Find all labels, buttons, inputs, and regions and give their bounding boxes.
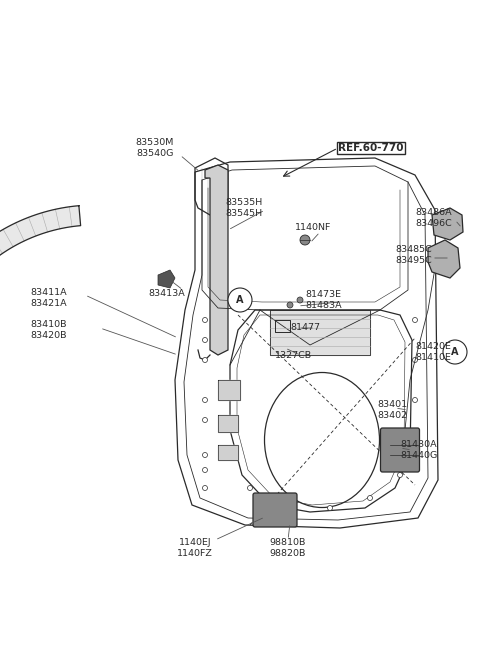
Polygon shape	[270, 310, 370, 355]
Circle shape	[288, 499, 292, 505]
Text: 1140EJ
1140FZ: 1140EJ 1140FZ	[177, 538, 213, 558]
Text: 81420E
81410E: 81420E 81410E	[415, 342, 451, 362]
Circle shape	[248, 486, 252, 491]
Text: A: A	[451, 347, 459, 357]
Text: 83530M
83540G: 83530M 83540G	[136, 138, 174, 158]
Text: 81477: 81477	[290, 323, 320, 332]
Circle shape	[287, 302, 293, 308]
Circle shape	[203, 357, 207, 363]
FancyBboxPatch shape	[253, 493, 297, 527]
Circle shape	[412, 357, 418, 363]
Circle shape	[412, 397, 418, 403]
Text: 98810B
98820B: 98810B 98820B	[270, 538, 306, 558]
FancyBboxPatch shape	[381, 428, 420, 472]
Text: A: A	[236, 295, 244, 305]
Text: 81473E
81483A: 81473E 81483A	[305, 290, 342, 310]
Circle shape	[203, 468, 207, 472]
Circle shape	[412, 438, 418, 443]
Circle shape	[327, 505, 333, 510]
Circle shape	[203, 317, 207, 323]
Text: REF.60-770: REF.60-770	[338, 143, 404, 153]
Polygon shape	[432, 208, 463, 240]
Text: 81430A
81440G: 81430A 81440G	[400, 440, 437, 460]
Circle shape	[203, 453, 207, 457]
Polygon shape	[218, 415, 238, 432]
Text: 83535H
83545H: 83535H 83545H	[225, 198, 262, 218]
Text: 1140NF: 1140NF	[295, 223, 331, 233]
Circle shape	[397, 472, 403, 478]
Circle shape	[203, 338, 207, 342]
Text: 83410B
83420B: 83410B 83420B	[30, 320, 67, 340]
Circle shape	[368, 495, 372, 501]
Polygon shape	[218, 380, 240, 400]
Circle shape	[203, 417, 207, 422]
Text: 83413A: 83413A	[148, 288, 185, 298]
Polygon shape	[428, 240, 460, 278]
Circle shape	[203, 486, 207, 491]
Circle shape	[228, 288, 252, 312]
Polygon shape	[205, 165, 228, 355]
Circle shape	[300, 235, 310, 245]
Polygon shape	[158, 270, 175, 288]
Polygon shape	[218, 445, 238, 460]
Text: REF.60-770: REF.60-770	[338, 143, 404, 153]
Text: 83485C
83495C: 83485C 83495C	[395, 245, 432, 265]
Polygon shape	[0, 206, 81, 376]
Text: 83411A
83421A: 83411A 83421A	[30, 288, 67, 308]
Circle shape	[203, 397, 207, 403]
Circle shape	[443, 340, 467, 364]
Text: 1327CB: 1327CB	[275, 350, 312, 359]
Text: 83486A
83496C: 83486A 83496C	[415, 208, 452, 228]
Text: 83401
83402: 83401 83402	[377, 400, 407, 420]
Circle shape	[412, 317, 418, 323]
Circle shape	[297, 297, 303, 303]
